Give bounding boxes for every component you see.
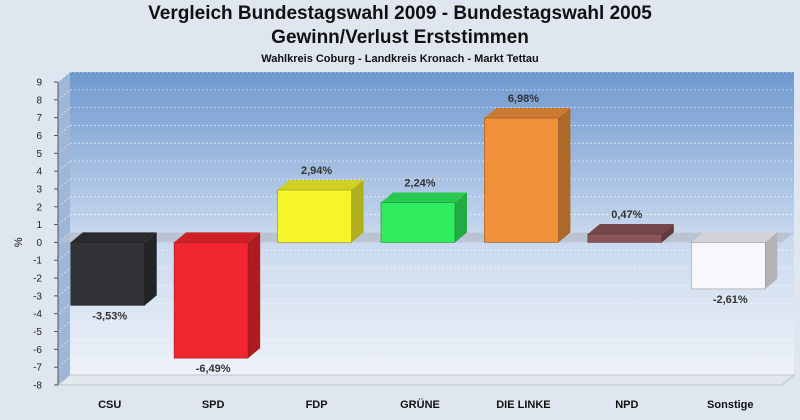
data-label: -6,49% xyxy=(196,363,231,375)
bar-spd: -6,49% xyxy=(173,232,261,375)
y-tick-label: 2 xyxy=(36,202,42,213)
bar-side xyxy=(558,108,571,243)
bar-top xyxy=(70,232,157,243)
bar-side xyxy=(661,224,674,243)
y-tick-label: 1 xyxy=(36,220,42,231)
data-label: -2,61% xyxy=(713,294,748,306)
y-axis-label: % xyxy=(13,237,25,247)
x-tick-label: Sonstige xyxy=(707,399,753,411)
y-tick-label: 7 xyxy=(36,113,42,124)
data-label: 0,47% xyxy=(611,209,642,221)
bar-top xyxy=(277,180,364,191)
bar-side xyxy=(455,192,467,243)
chart-title-line-2: Gewinn/Verlust Erststimmen xyxy=(271,27,529,48)
x-tick-label: SPD xyxy=(202,399,225,411)
y-tick-label: 6 xyxy=(36,131,42,142)
y-tick-label: -4 xyxy=(33,309,42,320)
data-label: 2,24% xyxy=(404,177,435,189)
bar-front xyxy=(380,202,456,243)
bar-grüne: 2,24% xyxy=(380,177,467,243)
x-tick-label: CSU xyxy=(98,399,121,411)
bar-top xyxy=(484,108,571,119)
bar-side xyxy=(248,232,261,359)
y-tick-label: 4 xyxy=(36,167,42,178)
bar-top xyxy=(381,192,467,203)
data-label: -3,53% xyxy=(92,310,127,322)
y-tick-label: 3 xyxy=(36,184,42,195)
y-tick-label: -3 xyxy=(33,291,42,302)
x-tick-label: DIE LINKE xyxy=(496,399,550,411)
bar-top xyxy=(174,232,261,243)
bar-front xyxy=(70,242,146,306)
bar-die-linke: 6,98% xyxy=(484,93,571,243)
bar-side xyxy=(765,232,778,289)
y-tick-label: -5 xyxy=(33,327,42,338)
data-label: 2,94% xyxy=(301,165,332,177)
y-tick-label: -6 xyxy=(33,345,42,356)
y-tick-label: -2 xyxy=(33,274,42,285)
bar-npd: 0,47% xyxy=(587,209,674,243)
bar-side xyxy=(144,232,157,306)
bar-front xyxy=(587,233,663,243)
chart-subtitle: Wahlkreis Coburg - Landkreis Kronach - M… xyxy=(261,53,539,65)
bar-sonstige: -2,61% xyxy=(690,232,778,306)
bar-front xyxy=(173,242,249,359)
y-tick-label: 0 xyxy=(36,238,42,249)
y-tick-label: 5 xyxy=(36,149,42,160)
y-tick-label: -7 xyxy=(33,363,42,374)
bar-top xyxy=(587,224,674,235)
bar-top xyxy=(691,232,778,243)
x-tick-label: NPD xyxy=(615,399,638,411)
y-tick-label: 8 xyxy=(36,95,42,106)
y-tick-label: -8 xyxy=(33,381,42,392)
y-axis: 9 8 7 6 5 4 3 2 1 0 -1 -2 -3 -4 -5 -6 -7 -8 xyxy=(33,78,59,392)
x-tick-label: FDP xyxy=(306,399,328,411)
bars: -3,53% -6,49% 2,94% 2,24% 6,98% 0,47% -2,61% xyxy=(70,93,778,375)
bar-side xyxy=(351,180,364,243)
bar-fdp: 2,94% xyxy=(277,165,364,243)
plot-floor xyxy=(56,374,796,386)
bar-front xyxy=(484,117,559,243)
bar-csu: -3,53% xyxy=(70,232,157,322)
bar-front xyxy=(690,242,766,290)
y-tick-label: -1 xyxy=(33,256,42,267)
y-tick-label: 9 xyxy=(36,78,42,89)
bar-front xyxy=(277,189,352,243)
chart-title: Vergleich Bundestagswahl 2009 - Bundesta… xyxy=(148,3,652,24)
data-label: 6,98% xyxy=(508,93,539,105)
plot-side-wall xyxy=(58,72,70,385)
x-tick-label: GRÜNE xyxy=(400,398,440,411)
